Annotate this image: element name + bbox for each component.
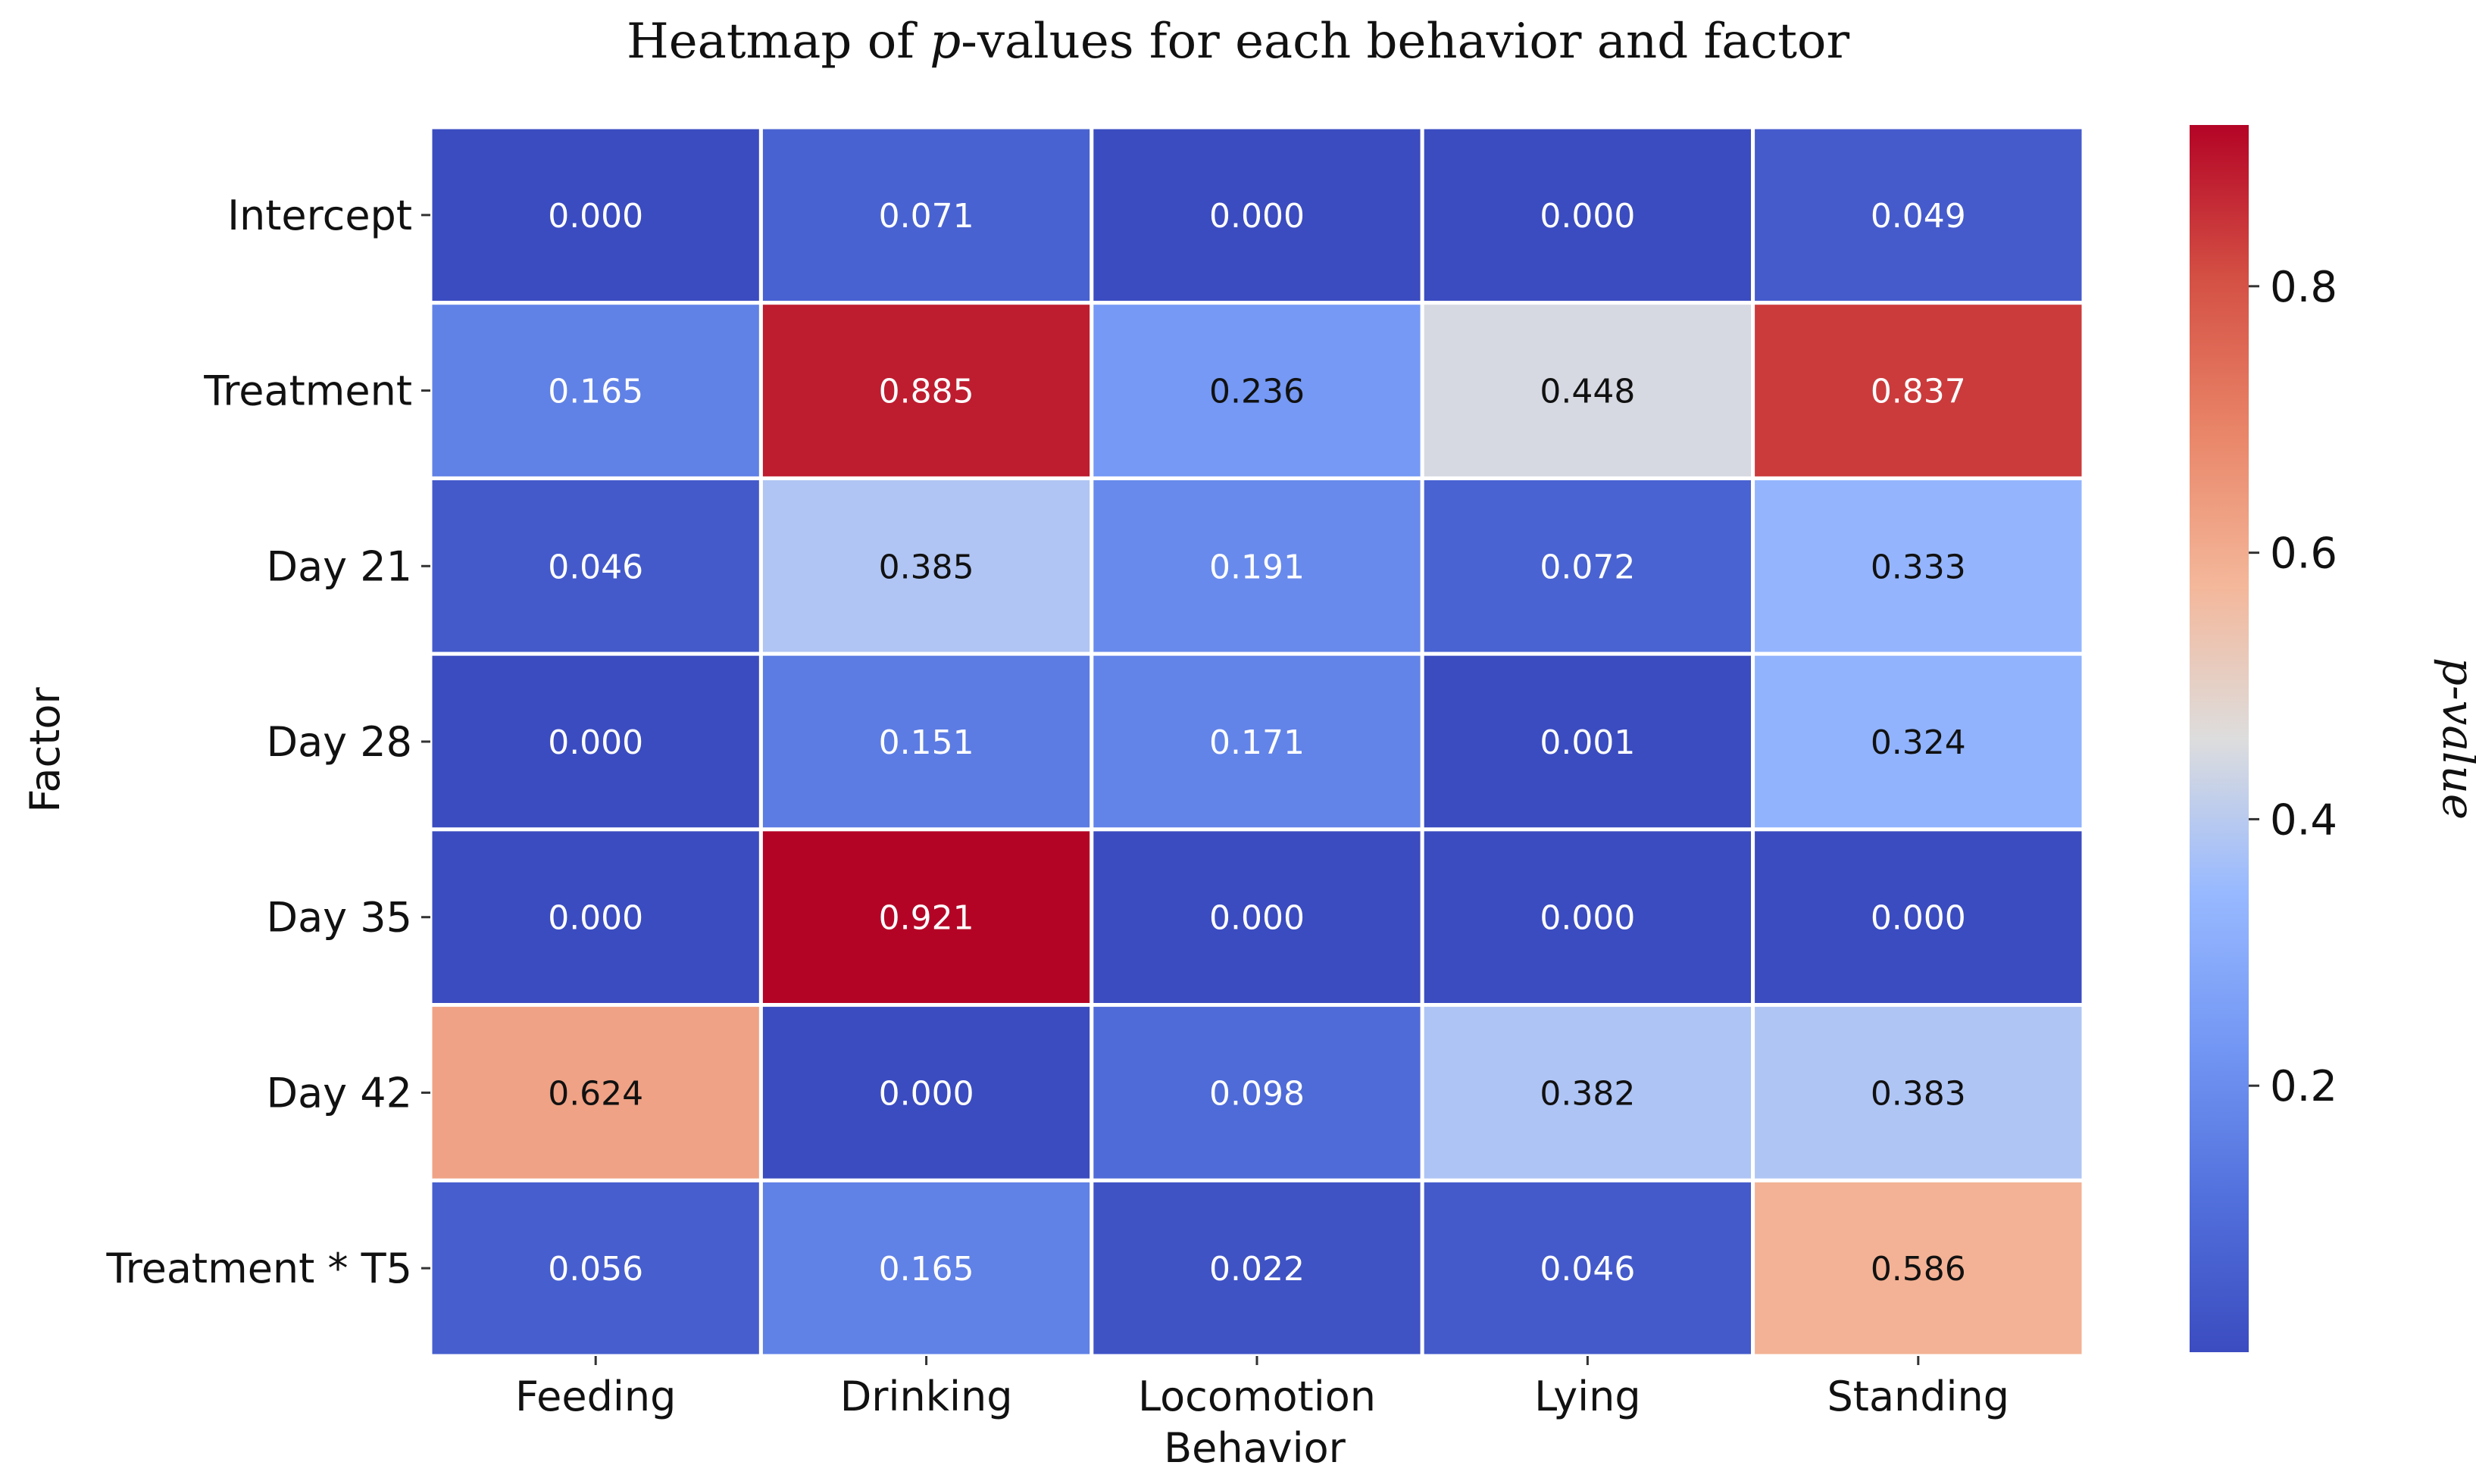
cell-value-label: 0.171 xyxy=(1209,723,1305,762)
x-tick-label: Standing xyxy=(1827,1373,2010,1420)
cell-value-label: 0.000 xyxy=(1871,899,1966,938)
heatmap-cell xyxy=(428,1178,763,1358)
x-axis-label: Behavior xyxy=(1164,1424,1346,1472)
cell-value-label: 0.000 xyxy=(1209,197,1305,236)
cell-value-label: 0.885 xyxy=(879,373,974,411)
y-axis-ticks: Intercept Treatment Day 21 Day 28 Day 35 Day … xyxy=(106,192,430,1292)
y-tick-label: Intercept xyxy=(227,192,412,239)
cell-value-label: 0.000 xyxy=(1209,899,1305,938)
cell-value-label: 0.837 xyxy=(1871,373,1966,411)
y-tick-label: Treatment * T5 xyxy=(106,1245,412,1292)
cell-value-label: 0.022 xyxy=(1209,1250,1305,1289)
cell-value-label: 0.000 xyxy=(1540,899,1635,938)
x-tick-label: Drinking xyxy=(840,1373,1013,1420)
heatmap-cell xyxy=(758,476,1094,656)
x-tick-label: Lying xyxy=(1534,1373,1641,1420)
colorbar-ticks: 0.2 0.4 0.6 0.8 xyxy=(2249,263,2337,1111)
colorbar-tick-label: 0.2 xyxy=(2270,1062,2337,1111)
heatmap-cell xyxy=(1090,125,1424,305)
x-tick-label: Feeding xyxy=(515,1373,676,1420)
heatmap-cell xyxy=(1090,301,1424,480)
heatmap-cells xyxy=(428,125,2086,1358)
y-tick-label: Treatment xyxy=(203,367,412,415)
cell-value-label: 0.383 xyxy=(1871,1074,1966,1113)
cell-value-label: 0.921 xyxy=(879,899,974,938)
cell-value-label: 0.333 xyxy=(1871,548,1966,586)
heatmap-cell xyxy=(428,125,763,305)
heatmap-cell xyxy=(1420,1003,1755,1183)
cell-value-label: 0.071 xyxy=(879,197,974,236)
y-tick-label: Day 35 xyxy=(266,894,412,942)
cell-value-label: 0.165 xyxy=(879,1250,974,1289)
heatmap-cell xyxy=(1090,651,1424,832)
heatmap-cell xyxy=(758,651,1094,832)
heatmap-cell xyxy=(758,1003,1094,1183)
colorbar-tick-label: 0.8 xyxy=(2270,263,2337,312)
y-tick-label: Day 28 xyxy=(266,718,412,766)
cell-value-label: 0.001 xyxy=(1540,723,1635,762)
cell-value-label: 0.151 xyxy=(879,723,974,762)
colorbar-label: p-value xyxy=(2433,658,2476,820)
heatmap-cell xyxy=(1751,301,2086,480)
cell-value-label: 0.046 xyxy=(548,548,643,586)
heatmap-cell xyxy=(758,125,1094,305)
heatmap-cell xyxy=(1420,476,1755,656)
x-axis-ticks: Feeding Drinking Locomotion Lying Standing xyxy=(515,1356,2009,1420)
cell-value-label: 0.165 xyxy=(548,373,643,411)
cell-value-label: 0.236 xyxy=(1209,373,1305,411)
heatmap-cell xyxy=(1420,651,1755,832)
cell-value-label: 0.191 xyxy=(1209,548,1305,586)
cell-value-label: 0.000 xyxy=(548,197,643,236)
cell-value-label: 0.000 xyxy=(548,899,643,938)
cell-value-label: 0.056 xyxy=(548,1250,643,1289)
y-axis-label: Factor xyxy=(21,687,69,813)
cell-value-label: 0.448 xyxy=(1540,373,1635,411)
cell-value-label: 0.382 xyxy=(1540,1074,1635,1113)
cell-value-label: 0.000 xyxy=(548,723,643,762)
cell-value-label: 0.385 xyxy=(879,548,974,586)
x-tick-label: Locomotion xyxy=(1138,1373,1376,1420)
colorbar-tick-label: 0.4 xyxy=(2270,795,2337,845)
heatmap-cell xyxy=(1090,1003,1424,1183)
cell-value-label: 0.046 xyxy=(1540,1250,1635,1289)
cell-value-label: 0.072 xyxy=(1540,548,1635,586)
cell-value-label: 0.049 xyxy=(1871,197,1966,236)
cell-value-label: 0.098 xyxy=(1209,1074,1305,1113)
cell-value-label: 0.324 xyxy=(1871,723,1966,762)
colorbar-tick-label: 0.6 xyxy=(2270,530,2337,579)
cell-value-label: 0.000 xyxy=(1540,197,1635,236)
chart-title: Heatmap of p-values for each behavior an… xyxy=(627,14,1849,70)
cell-value-label: 0.000 xyxy=(879,1074,974,1113)
colorbar xyxy=(2190,125,2249,1352)
heatmap-cell xyxy=(1751,651,2086,832)
heatmap-cell xyxy=(1751,827,2086,1008)
heatmap-cell-labels: 0.000 0.071 0.000 0.000 0.049 0.165 0.885 0.236… xyxy=(548,197,1966,1289)
heatmap-cell xyxy=(1751,1003,2086,1183)
y-tick-label: Day 21 xyxy=(266,542,412,590)
heatmap-cell xyxy=(1090,827,1424,1008)
cell-value-label: 0.586 xyxy=(1871,1250,1966,1289)
heatmap-cell xyxy=(428,827,763,1008)
cell-value-label: 0.624 xyxy=(548,1074,643,1113)
heatmap-cell xyxy=(758,827,1094,1008)
y-tick-label: Day 42 xyxy=(266,1069,412,1117)
